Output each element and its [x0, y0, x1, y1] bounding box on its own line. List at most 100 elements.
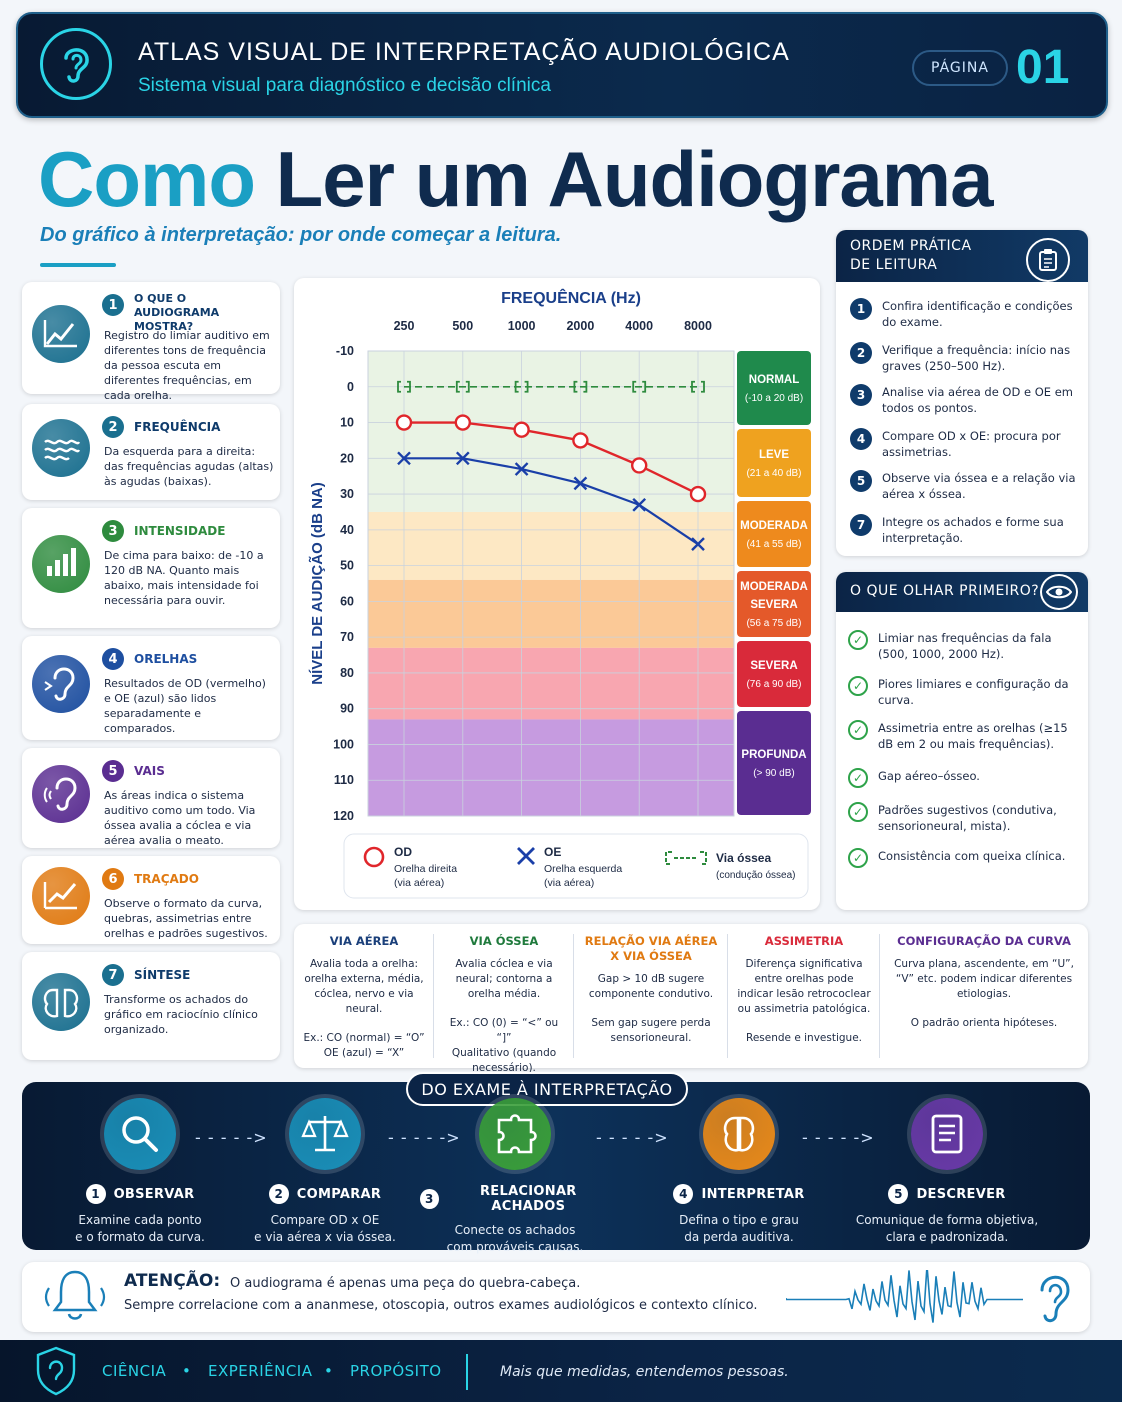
od-point: [454, 414, 472, 431]
clipboard-icon: [1026, 238, 1070, 282]
footer: [0, 1340, 1122, 1402]
sound-wave-icon: [785, 1265, 1026, 1326]
step-number: 3: [850, 384, 872, 406]
y-tick-label: 10: [340, 416, 354, 430]
bone-marker: [397, 380, 411, 393]
chart-icon: [32, 305, 90, 363]
degree-tag: [737, 641, 811, 707]
wave-icon: [32, 419, 90, 477]
process-step-number: 5: [888, 1184, 909, 1204]
card-title: VAIS: [134, 764, 165, 778]
bone-marker: [691, 380, 705, 393]
document-icon: [911, 1098, 983, 1170]
legend-od-symbol: [363, 846, 385, 868]
bone-marker: [455, 380, 470, 393]
step-number: 5: [850, 470, 872, 492]
legend-oe-symbol: [517, 847, 535, 865]
info-column-text: Avalia toda a orelha: orelha externa, mé…: [304, 958, 424, 1015]
info-card: 5 VAIS As áreas indica o sistema auditivo …: [22, 748, 280, 848]
card-title: SÍNTESE: [134, 968, 191, 982]
step-number: 4: [850, 428, 872, 450]
info-column-text: Diferença significativa entre orelhas po…: [737, 958, 871, 1015]
legend-oe-desc: (via aérea): [544, 877, 594, 889]
x-tick-label: 1000: [508, 319, 536, 333]
card-text: Registro do limiar auditivo em diferente…: [104, 329, 270, 402]
degree-tag-label: MODERADA: [740, 520, 808, 532]
order-panel: ORDEM PRÁTICA DE LEITURA 1 Confira identi…: [836, 230, 1088, 556]
degree-tag-label: NORMAL: [749, 374, 799, 386]
card-number: 5: [102, 760, 124, 782]
process-step-title: INTERPRETAR: [701, 1186, 805, 1202]
process-step-number: 1: [85, 1184, 106, 1204]
brain-icon: [703, 1098, 775, 1170]
oe-point: [691, 537, 705, 552]
footer-item-experiencia: EXPERIÊNCIA: [208, 1362, 313, 1380]
process-step-label: 2 COMPARAR: [230, 1184, 420, 1204]
info-column-note: Sem gap sugere perda sensorioneural.: [591, 1017, 711, 1044]
y-tick-label: 120: [333, 809, 354, 823]
info-card: 1 O QUE O AUDIOGRAMA MOSTRA? Registro do l…: [22, 282, 280, 402]
y-tick-label: -10: [336, 344, 354, 358]
info-card: 7 SÍNTESE Transforme os achados do gráfico…: [22, 952, 280, 1060]
footer-divider: [466, 1354, 468, 1390]
y-tick-label: 0: [347, 380, 354, 394]
card-number: 2: [102, 416, 124, 438]
info-card: 6 TRAÇADO Observe o formato da curva, queb…: [22, 856, 280, 944]
oe-point: [632, 497, 647, 512]
puzzle-icon: [479, 1098, 551, 1170]
check-icon: ✓: [848, 768, 868, 788]
process-step-desc: Conecte os achados com prováveis causas.: [446, 1223, 584, 1254]
ear-logo-icon: [40, 28, 112, 100]
attention-line2: Sempre correlacione com a ananmese, otos…: [124, 1298, 758, 1313]
column-divider: [573, 934, 574, 1058]
process-title: DO EXAME À INTERPRETAÇÃO: [406, 1072, 688, 1106]
legend-bone-desc: (condução óssea): [716, 870, 796, 881]
degree-band: [368, 511, 734, 580]
y-tick-label: 60: [340, 594, 354, 608]
info-column-title: RELAÇÃO VIA AÉREA X VIA ÓSSEA: [584, 934, 718, 963]
degree-tag-range: (> 90 dB): [753, 768, 794, 779]
card-number: 4: [102, 648, 124, 670]
degree-tag: [737, 571, 811, 637]
wave-path: [785, 1265, 1023, 1323]
x-tick-label: 4000: [625, 319, 653, 333]
check-icon: ✓: [848, 848, 868, 868]
checklist-text: Piores limiares e configuração da curva.: [878, 677, 1069, 707]
process-step-number: 4: [673, 1184, 694, 1204]
eye-icon: [1040, 574, 1078, 610]
y-tick-label: 110: [334, 773, 354, 787]
check-icon: ✓: [848, 802, 868, 822]
column-divider: [433, 934, 434, 1058]
footer-slogan: Mais que medidas, entendemos pessoas.: [500, 1364, 789, 1380]
card-text: Da esquerda para a direita: das frequênc…: [104, 445, 274, 488]
ear-icon: [1030, 1268, 1078, 1328]
page-number: 01: [1016, 41, 1070, 94]
checklist-text: Consistência com queixa clínica.: [878, 849, 1066, 863]
series-line-oe: [404, 457, 699, 546]
process-step-label: 4 INTERPRETAR: [644, 1184, 834, 1204]
od-point: [631, 457, 648, 474]
process-step-number: 3: [420, 1189, 439, 1209]
x-tick-label: 8000: [684, 319, 712, 333]
step-text: Compare OD x OE: procura por assimetrias…: [882, 429, 1061, 459]
checklist-text: Assimetria entre as orelhas (≥15 dB em 2…: [878, 721, 1068, 751]
card-number: 3: [102, 520, 124, 542]
info-column-title: VIA ÓSSEA: [469, 934, 539, 948]
info-column-text: Gap > 10 dB sugere componente condutivo.: [588, 973, 714, 1000]
process-step: 5 DESCREVER Comunique de forma objetiva, c…: [852, 1098, 1042, 1246]
info-column: VIA AÉREA Avalia toda a orelha: orelha ex…: [294, 924, 434, 1068]
degree-tag: [737, 501, 811, 567]
magnifier-icon: [104, 1098, 176, 1170]
check-icon: ✓: [848, 630, 868, 650]
check-icon: ✓: [848, 720, 868, 740]
od-point: [395, 414, 413, 431]
check-icon: ✓: [848, 676, 868, 696]
x-tick-label: 500: [452, 319, 473, 333]
legend-bone-symbol: [665, 851, 707, 865]
process-step-desc: Comunique de forma objetiva, clara e pad…: [855, 1213, 1039, 1244]
step-number: 2: [850, 342, 872, 364]
bars-icon: [32, 535, 90, 593]
process-step: 2 COMPARAR Compare OD x OE e via aérea x v…: [230, 1098, 420, 1246]
ear-icon: [32, 655, 90, 713]
chart-legend: [343, 833, 809, 899]
